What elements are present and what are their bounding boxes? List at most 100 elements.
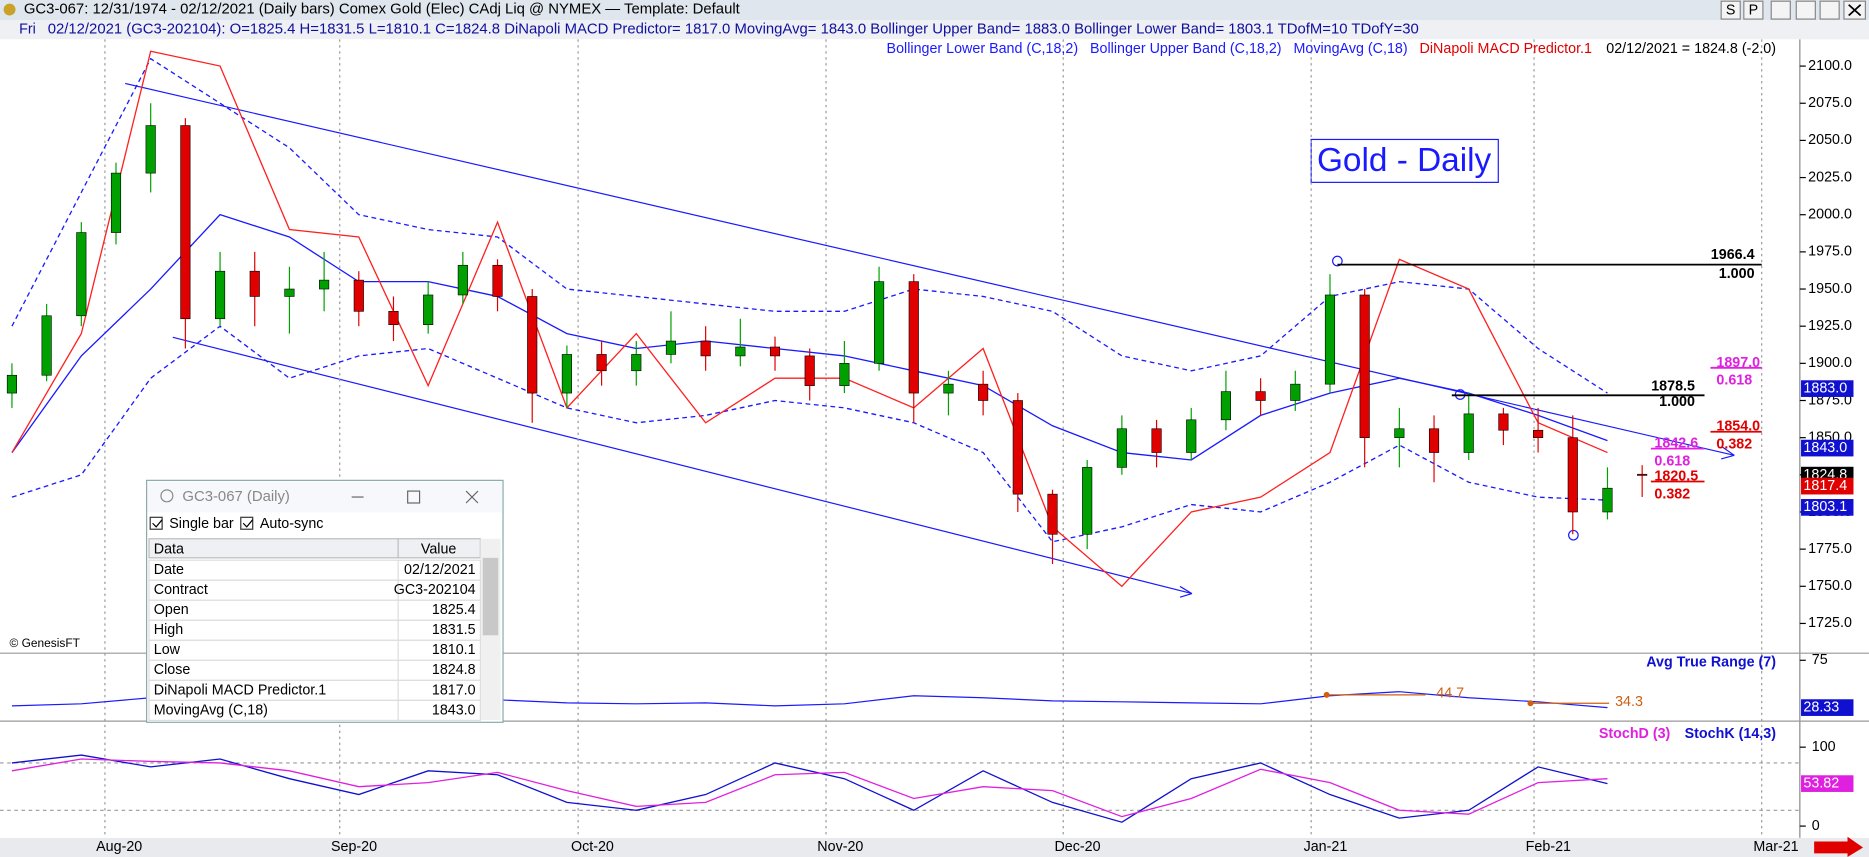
dw-row <box>148 619 481 641</box>
candle-body <box>769 346 781 357</box>
y-tick-label: 1900.0 <box>1808 355 1852 371</box>
candle-body <box>41 315 52 376</box>
checkbox[interactable] <box>240 516 254 530</box>
value-box <box>1801 699 1854 716</box>
dw-cell: GC3-202104 <box>394 582 476 598</box>
button-restore[interactable] <box>1770 0 1791 20</box>
channel-line <box>125 82 1735 456</box>
candle-body <box>1116 428 1127 468</box>
fib-ratio: 0.618 <box>1654 454 1690 470</box>
dw-cell: Low <box>154 642 181 658</box>
check <box>152 519 163 528</box>
candle-body <box>1394 428 1405 438</box>
swing-marker <box>1332 255 1343 267</box>
fib-label: 1897.0 <box>1716 355 1760 371</box>
candle-body <box>735 346 746 357</box>
y-tick-label: 1750.0 <box>1808 578 1852 594</box>
value-box-label: 1803.1 <box>1803 499 1847 515</box>
candle-body <box>249 270 260 297</box>
x-tick-label: Mar-21 <box>1753 839 1798 855</box>
candle-body <box>492 264 503 297</box>
indicator-line <box>11 758 1608 818</box>
dw-scroll-thumb[interactable] <box>482 557 499 636</box>
dw-cell: MovingAvg (C,18) <box>154 702 268 718</box>
legend-entry: DiNapoli MACD Predictor.1 <box>1420 41 1592 57</box>
value-box-label: 1843.0 <box>1803 440 1847 456</box>
value-box <box>1801 439 1854 457</box>
dw-cell: 1817.0 <box>432 682 476 698</box>
info-bar <box>0 20 1869 40</box>
button-minimize[interactable] <box>1795 0 1816 20</box>
legend-entry: MovingAvg (C,18) <box>1293 41 1407 57</box>
indicator-line <box>11 754 1608 823</box>
info-text: 02/12/2021 (GC3-202104): O=1825.4 H=1831… <box>48 22 1419 38</box>
check <box>242 519 254 528</box>
button-s[interactable] <box>1720 0 1741 20</box>
y-tick-label: 2000.0 <box>1808 206 1852 222</box>
candle-body <box>1324 294 1336 385</box>
dw-cell: Date <box>154 562 184 578</box>
candle-body <box>110 172 122 233</box>
candle-body <box>319 279 330 290</box>
y-tick-label: 1775.0 <box>1808 541 1852 557</box>
candle-body <box>1359 294 1370 438</box>
dw-row <box>148 659 481 681</box>
dw-cell: 02/12/2021 <box>404 562 476 578</box>
dw-cell: 1825.4 <box>432 602 476 618</box>
last-quote: 02/12/2021 = 1824.8 (-2.0) <box>1606 41 1776 57</box>
window-title: GC3-067: 12/31/1974 - 02/12/2021 (Daily … <box>24 1 741 17</box>
value-box <box>1801 380 1854 397</box>
candle-body <box>214 270 226 320</box>
candle-body <box>874 281 885 364</box>
dw-cell: 1831.5 <box>432 622 476 638</box>
fib-label: 1966.4 <box>1711 247 1755 263</box>
button-label: S <box>1726 3 1736 19</box>
indicator-line <box>11 57 1608 394</box>
x-tick-label: Oct-20 <box>571 839 614 855</box>
x-tick-label: Feb-21 <box>1526 839 1571 855</box>
option: Single bar <box>169 516 234 532</box>
candle-body <box>665 340 677 355</box>
fib-ratio: 1.000 <box>1719 266 1755 282</box>
value-box-label: 53.82 <box>1803 775 1839 791</box>
legend: Bollinger Lower Band (C,18,2) Bollinger U… <box>887 41 1776 57</box>
y-tick-label: 100 <box>1812 739 1836 755</box>
info-day: Fri <box>19 22 36 38</box>
title-bar <box>0 0 1869 21</box>
dw-cell: Contract <box>154 582 208 598</box>
data-window[interactable]: GC3-067 (Daily) Single bar Auto-sync Dat… <box>146 479 504 723</box>
candle-body <box>1290 383 1301 401</box>
button-p[interactable] <box>1743 0 1764 20</box>
fib-ratio: 0.382 <box>1716 437 1752 453</box>
x-tick-label: Nov-20 <box>817 839 863 855</box>
dw-cell: DiNapoli MACD Predictor.1 <box>154 682 326 698</box>
scroll-arrow[interactable] <box>1814 836 1864 857</box>
candle-body <box>1220 391 1231 421</box>
dw-title-bar <box>147 481 502 513</box>
candle-body <box>1463 413 1474 453</box>
dw-close[interactable] <box>465 490 479 504</box>
candle-body <box>423 294 434 326</box>
candle-body <box>1602 487 1613 513</box>
dw-cell: 1843.0 <box>432 702 476 718</box>
checkbox[interactable] <box>149 516 163 530</box>
x-tick-label: Sep-20 <box>331 839 377 855</box>
dw-header-cell: Value <box>421 541 457 557</box>
y-tick-label: 2050.0 <box>1808 132 1852 148</box>
candle-body <box>908 281 919 394</box>
candle-body <box>1428 428 1440 453</box>
dw-max[interactable] <box>407 490 421 504</box>
x-tick-label: Jan-21 <box>1304 839 1348 855</box>
atr-note-dot <box>1323 691 1330 698</box>
button-maximize[interactable] <box>1819 0 1840 20</box>
indicator-line <box>11 325 1608 543</box>
candle-body <box>1186 419 1197 453</box>
candle-body <box>561 354 572 394</box>
candle-body <box>1047 493 1058 535</box>
candle-body <box>388 311 399 326</box>
candle-body <box>596 354 607 372</box>
candle-body <box>180 125 191 320</box>
dw-cell: High <box>154 622 183 638</box>
value-box <box>1801 775 1854 792</box>
button-label: P <box>1749 3 1759 19</box>
